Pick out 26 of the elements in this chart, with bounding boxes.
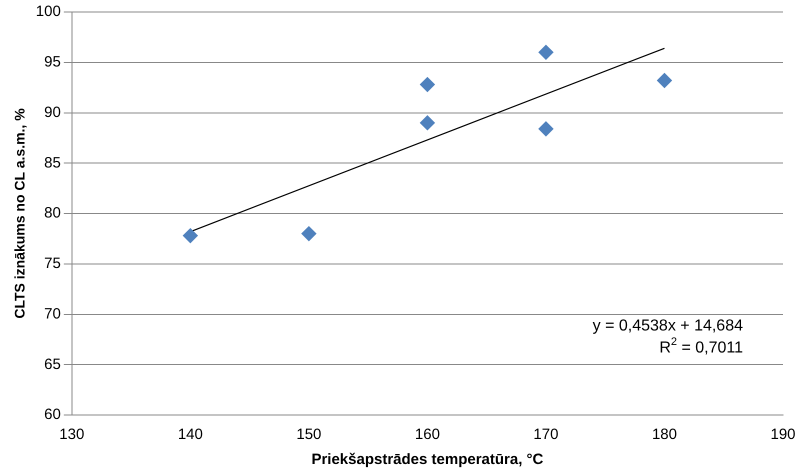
x-tick-label: 160 — [414, 426, 440, 444]
y-tick-label: 70 — [44, 305, 61, 322]
x-tick-label: 140 — [178, 426, 203, 444]
y-tick-label: 85 — [44, 154, 61, 172]
annotation: y = 0,4538x + 14,684 — [592, 317, 744, 334]
x-tick-label: 130 — [59, 426, 84, 444]
y-tick-label: 80 — [44, 204, 61, 222]
x-tick-label: 150 — [296, 426, 322, 444]
point — [420, 115, 435, 130]
point — [182, 228, 198, 244]
point — [656, 73, 672, 88]
point — [301, 226, 316, 242]
x-tick-label: 190 — [770, 426, 796, 444]
y-tick-label: 95 — [44, 54, 61, 71]
y-tick-label: 90 — [44, 104, 61, 121]
y-axis-title: CLTS iznākums no CL a.s.m., % — [11, 108, 28, 319]
y-tick-label: 60 — [44, 406, 61, 424]
y-tick-label: 75 — [44, 255, 61, 272]
x-tick-label: 170 — [533, 426, 558, 444]
y-tick-label: 65 — [44, 356, 61, 373]
point — [420, 77, 435, 92]
y-tick-label: 100 — [36, 3, 61, 20]
x-axis-title: Priekšapstrādes temperatūra, °C — [311, 451, 544, 468]
point — [538, 44, 554, 60]
point — [538, 121, 554, 136]
x-tick-label: 180 — [652, 426, 677, 444]
